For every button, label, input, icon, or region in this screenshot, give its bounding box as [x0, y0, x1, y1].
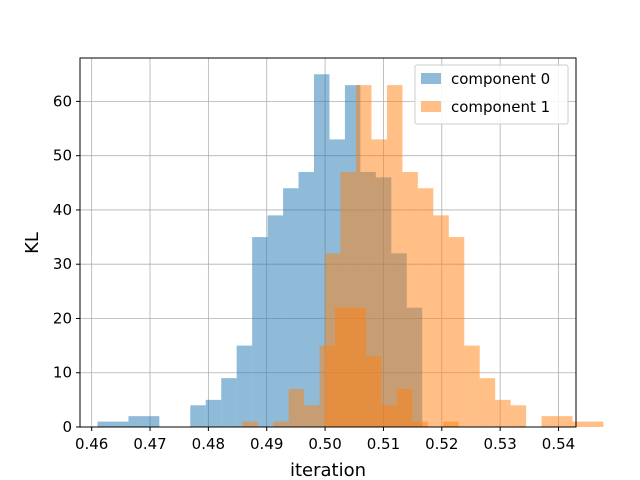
y-tick-label: 50	[53, 147, 72, 165]
bar-series-0-bin-13	[298, 171, 314, 427]
bar-series-2-bin-9	[464, 345, 480, 427]
plot-frame	[79, 57, 577, 428]
y-axis-ticks: 0 10 20 30 40 50 60	[53, 92, 80, 436]
x-tick-label: 0.53	[483, 435, 516, 453]
y-tick-label: 40	[53, 201, 72, 219]
bar-series-2-bin-1	[340, 171, 357, 427]
bar-series-2-bin-5	[402, 171, 418, 427]
bar-series-2-bin-16	[572, 421, 588, 427]
bar-series-0-bin-1	[112, 421, 129, 427]
bar-series-0-bin-10	[252, 237, 268, 427]
bar-series-2-bin-15	[557, 416, 573, 427]
y-tick-label: 30	[53, 255, 72, 273]
legend-swatch-component-1	[421, 101, 441, 112]
bar-series-0-bin-3	[143, 416, 160, 427]
bar-series-1-bin-0	[242, 421, 258, 427]
bar-series-2-bin-17	[587, 421, 604, 427]
bar-series-1-bin-3	[288, 389, 305, 427]
bar-series-2-bin-8	[448, 237, 465, 427]
y-tick-label: 60	[53, 92, 72, 110]
x-tick-label: 0.54	[542, 435, 575, 453]
y-tick-label: 20	[53, 309, 72, 327]
x-tick-label: 0.52	[425, 435, 458, 453]
bar-series-0-bin-6	[190, 405, 206, 427]
x-tick-label: 0.47	[133, 435, 166, 453]
bar-series-1-bin-4	[304, 405, 320, 427]
legend-box	[414, 64, 569, 125]
x-tick-label: 0.51	[367, 435, 400, 453]
bar-series-0-bin-2	[128, 416, 144, 427]
bar-series-2-bin-12	[510, 405, 527, 427]
bar-series-0-bin-0	[97, 421, 113, 427]
bar-series-2-bin-0	[325, 253, 341, 427]
bar-series-0-bin-11	[267, 215, 284, 427]
legend-label-component-1: component 1	[451, 98, 550, 116]
bar-series-0-bin-7	[205, 399, 222, 427]
legend-swatch-component-0	[421, 73, 441, 84]
bar-series-2-bin-10	[479, 378, 496, 427]
bar-series-2-bin-14	[541, 416, 558, 427]
x-tick-label: 0.49	[250, 435, 283, 453]
x-tick-label: 0.46	[75, 435, 108, 453]
x-tick-label: 0.48	[192, 435, 225, 453]
bar-series-0-bin-9	[236, 345, 253, 427]
bar-series-2-bin-3	[371, 139, 387, 427]
bar-series-2-bin-4	[386, 85, 403, 427]
y-axis-label: KL	[22, 232, 43, 254]
bar-series-2-bin-6	[417, 188, 434, 427]
bar-series-2-bin-7	[433, 215, 449, 427]
bar-series-0-bin-12	[283, 188, 299, 427]
x-axis-label: iteration	[290, 460, 366, 480]
y-tick-label: 0	[62, 418, 72, 436]
x-tick-label: 0.50	[308, 435, 341, 453]
legend-label-component-0: component 0	[451, 70, 550, 88]
bar-series-1-bin-2	[273, 421, 289, 427]
x-axis-ticks: 0.46 0.47 0.48 0.49 0.50 0.51 0.52 0.53 0.54	[75, 427, 575, 453]
bar-series-0-bin-8	[221, 378, 237, 427]
legend: component 0 component 1	[414, 64, 569, 125]
bar-series-2-bin-2	[356, 85, 372, 427]
y-tick-label: 10	[53, 364, 72, 382]
bar-series-2-bin-11	[495, 399, 511, 427]
histogram-bars	[97, 74, 604, 427]
